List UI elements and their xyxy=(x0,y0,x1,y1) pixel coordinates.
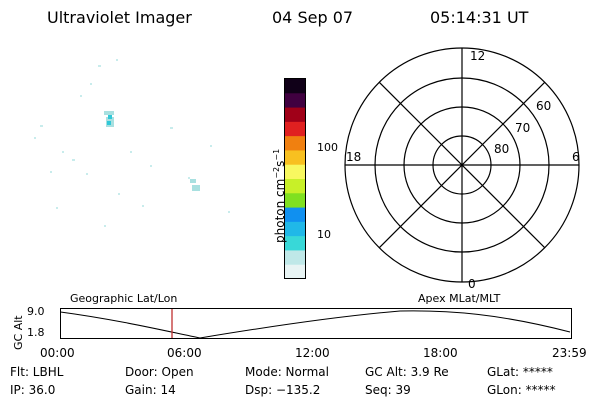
header-date: 04 Sep 07 xyxy=(272,8,354,27)
colorbar-segment xyxy=(285,221,305,237)
x-tick-1800: 18:00 xyxy=(423,346,458,360)
timeline-title-left: Geographic Lat/Lon xyxy=(70,292,178,305)
header-time: 05:14:31 UT xyxy=(430,8,529,27)
colorbar-tick-10: 10 xyxy=(317,228,331,241)
polar-label-12: 12 xyxy=(470,49,485,63)
colorbar-segment xyxy=(285,235,305,251)
seq-info: Seq: 39 xyxy=(365,383,411,397)
polar-grid: 12 18 6 0 60 70 80 xyxy=(344,47,580,291)
gain-info: Gain: 14 xyxy=(125,383,176,397)
timeline-y-low: 1.8 xyxy=(27,326,45,339)
colorbar-segment xyxy=(285,207,305,222)
timeline-title-right: Apex MLat/MLT xyxy=(418,292,501,305)
colorbar-segment xyxy=(285,192,305,208)
glon-info: GLon: ***** xyxy=(487,383,556,397)
timeline-plot xyxy=(60,308,572,339)
timeline-y-high: 9.0 xyxy=(27,305,45,318)
mode-info: Mode: Normal xyxy=(245,365,329,379)
dsp-info: Dsp: −135.2 xyxy=(245,383,321,397)
ring-label-60: 60 xyxy=(536,99,551,113)
colorbar-tick-100: 100 xyxy=(317,141,338,154)
colorbar-segment xyxy=(285,149,305,165)
x-tick-1200: 12:00 xyxy=(295,346,330,360)
x-tick-0600: 06:00 xyxy=(167,346,202,360)
colorbar-segment xyxy=(285,249,305,265)
x-tick-2359: 23:59 xyxy=(552,346,587,360)
colorbar-segment xyxy=(285,264,305,279)
colorbar-segment xyxy=(285,92,305,108)
polar-label-0: 0 xyxy=(468,277,476,291)
polar-label-18: 18 xyxy=(346,150,361,164)
timeline-ylabel: GC Alt xyxy=(12,315,25,350)
gc-alt-info: GC Alt: 3.9 Re xyxy=(365,365,449,379)
door-info: Door: Open xyxy=(125,365,194,379)
colorbar xyxy=(284,78,306,279)
x-tick-0000: 00:00 xyxy=(40,346,75,360)
colorbar-segment xyxy=(285,178,305,194)
colorbar-segment xyxy=(285,78,305,94)
ip-info: IP: 36.0 xyxy=(10,383,56,397)
uv-image xyxy=(34,59,230,227)
glat-info: GLat: ***** xyxy=(487,365,553,379)
colorbar-unit-label: photon cm−2s−1 xyxy=(272,148,287,243)
colorbar-segment xyxy=(285,135,305,151)
colorbar-segment xyxy=(285,164,305,179)
polar-label-6: 6 xyxy=(572,150,580,164)
colorbar-segment xyxy=(285,121,305,137)
colorbar-segment xyxy=(285,107,305,122)
filter-info: Flt: LBHL xyxy=(10,365,64,379)
ring-label-80: 80 xyxy=(494,142,509,156)
app-title: Ultraviolet Imager xyxy=(47,8,192,27)
ring-label-70: 70 xyxy=(515,121,530,135)
